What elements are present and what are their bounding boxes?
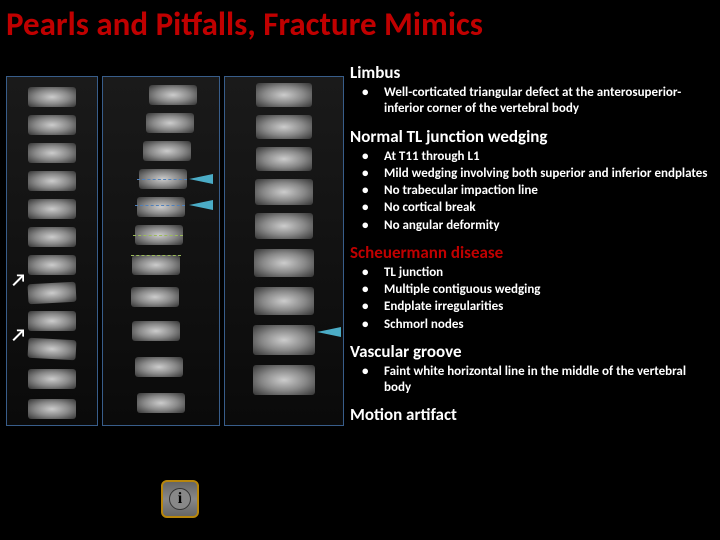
content-area: ↗ ↗ bbox=[0, 54, 720, 540]
white-arrow-icon: ↗ bbox=[11, 269, 26, 291]
images-column: ↗ ↗ bbox=[6, 76, 344, 426]
dashed-blue-line bbox=[135, 205, 185, 206]
bullet-item: Multiple contiguous wedging bbox=[362, 282, 716, 298]
dashed-blue-line bbox=[137, 179, 187, 180]
bullet-item: Endplate irregularities bbox=[362, 299, 716, 315]
cyan-arrow-icon bbox=[317, 327, 341, 337]
dashed-green-line bbox=[131, 255, 181, 256]
section-heading: Normal TL junction wedging bbox=[350, 126, 716, 147]
bullet-list: TL junction Multiple contiguous wedging … bbox=[350, 265, 716, 333]
cyan-arrow-icon bbox=[189, 200, 213, 210]
info-button[interactable]: i bbox=[161, 480, 199, 518]
bullet-item: Mild wedging involving both superior and… bbox=[362, 166, 716, 182]
bullet-item: TL junction bbox=[362, 265, 716, 281]
section-heading: Limbus bbox=[350, 62, 716, 83]
bullet-item: Faint white horizontal line in the middl… bbox=[362, 364, 716, 397]
bullet-list: At T11 through L1 Mild wedging involving… bbox=[350, 149, 716, 234]
bullet-list: Faint white horizontal line in the middl… bbox=[350, 364, 716, 397]
section-heading: Scheuermann disease bbox=[350, 242, 716, 263]
bullet-item: Well-corticated triangular defect at the… bbox=[362, 85, 716, 118]
info-icon: i bbox=[169, 488, 191, 510]
bullet-item: No cortical break bbox=[362, 200, 716, 216]
cyan-arrow-icon bbox=[189, 174, 213, 184]
section-heading: Motion artifact bbox=[350, 404, 716, 425]
bullet-item: No angular deformity bbox=[362, 218, 716, 234]
section-heading: Vascular groove bbox=[350, 341, 716, 362]
spine-ct-image-1: ↗ ↗ bbox=[6, 76, 98, 426]
bullet-item: At T11 through L1 bbox=[362, 149, 716, 165]
bullet-item: No trabecular impaction line bbox=[362, 183, 716, 199]
bullet-item: Schmorl nodes bbox=[362, 317, 716, 333]
bullet-list: Well-corticated triangular defect at the… bbox=[350, 85, 716, 118]
page-title: Pearls and Pitfalls, Fracture Mimics bbox=[0, 0, 720, 46]
image-row: ↗ ↗ bbox=[6, 76, 344, 426]
dashed-green-line bbox=[133, 235, 183, 236]
spine-ct-image-3 bbox=[224, 76, 344, 426]
spine-ct-image-2 bbox=[102, 76, 220, 426]
text-column: Limbus Well-corticated triangular defect… bbox=[350, 54, 716, 427]
white-arrow-icon: ↗ bbox=[11, 324, 26, 346]
